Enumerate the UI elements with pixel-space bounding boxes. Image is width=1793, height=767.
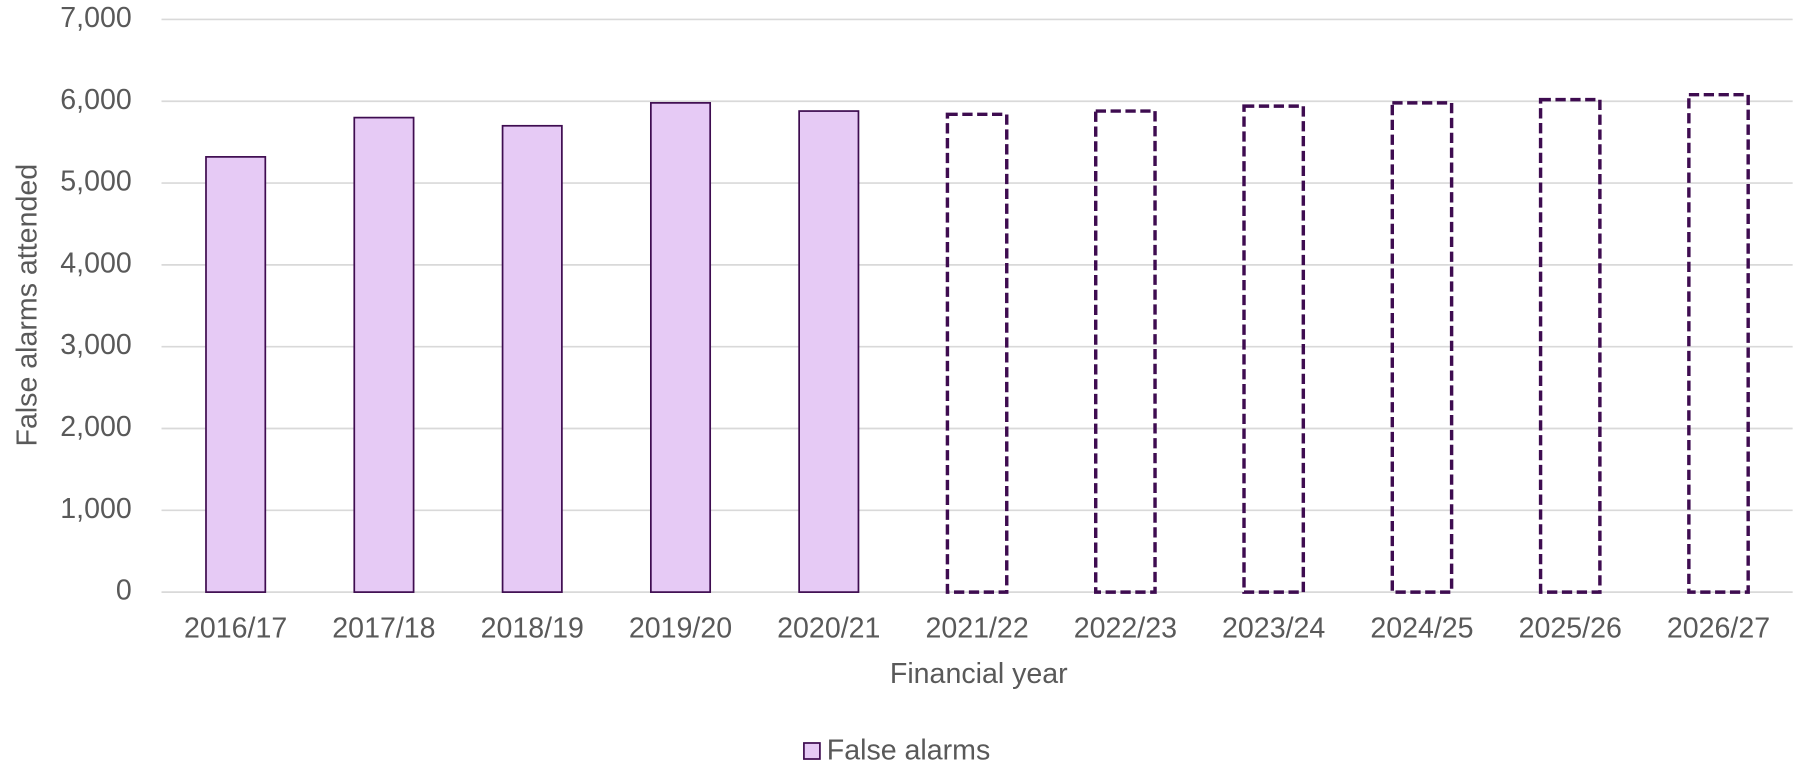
- bar: [1390, 101, 1454, 594]
- y-tick-label: 7,000: [60, 2, 131, 34]
- y-axis-title: False alarms attended: [11, 164, 43, 447]
- y-tick-label: 2,000: [60, 411, 131, 443]
- x-tick-label: 2026/27: [1667, 612, 1770, 644]
- y-tick-label: 5,000: [60, 166, 131, 198]
- y-tick-label: 6,000: [60, 84, 131, 116]
- legend-label: False alarms: [827, 735, 990, 767]
- legend-swatch: [803, 742, 821, 760]
- x-tick-label: 2021/22: [925, 612, 1028, 644]
- bar: [501, 124, 563, 593]
- x-tick-label: 2018/19: [481, 612, 584, 644]
- x-tick-label: 2020/21: [777, 612, 880, 644]
- bar: [1538, 97, 1602, 594]
- bar: [798, 110, 860, 593]
- x-tick-label: 2017/18: [332, 612, 435, 644]
- y-tick-label: 0: [116, 575, 132, 607]
- bar: [1687, 92, 1750, 594]
- x-axis-title: Financial year: [890, 658, 1068, 690]
- bar: [1094, 109, 1157, 594]
- bar: [353, 116, 415, 593]
- x-tick-label: 2022/23: [1074, 612, 1177, 644]
- bar: [205, 156, 267, 593]
- x-tick-label: 2023/24: [1222, 612, 1325, 644]
- y-tick-label: 4,000: [60, 247, 131, 279]
- y-tick-label: 1,000: [60, 493, 131, 525]
- bar: [649, 102, 712, 593]
- y-tick-label: 3,000: [60, 329, 131, 361]
- x-tick-label: 2024/25: [1370, 612, 1473, 644]
- x-tick-label: 2025/26: [1519, 612, 1622, 644]
- bar: [1242, 104, 1306, 594]
- x-tick-label: 2016/17: [184, 612, 287, 644]
- bar: [945, 112, 1009, 594]
- x-tick-label: 2019/20: [629, 612, 732, 644]
